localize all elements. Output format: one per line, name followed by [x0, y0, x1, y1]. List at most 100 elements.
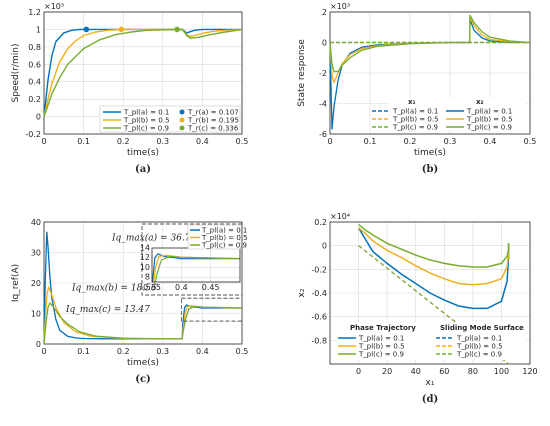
panel-d-legend-label: T_pl(b) = 0.5 [358, 343, 405, 351]
panel-c-legend-label: T_pl(a) = 0.1 [201, 227, 247, 235]
panel-c-inset-xtick-label: 0.4 [175, 283, 188, 292]
panel-a-legend-box [99, 105, 241, 133]
panel-b-legend-header-x1: x₁ [408, 98, 416, 106]
panel-a-axes-frame [43, 11, 243, 135]
panel-c-inset-ytick-label: 8 [145, 273, 150, 282]
panel-b-axis-exponent: ×10³ [330, 2, 350, 11]
panel-d-x-axis-label: x₁ [426, 378, 435, 388]
panel-d-ytick-label: -0.4 [311, 289, 327, 298]
panel-a-legend-label: T_pl(b) = 0.5 [123, 117, 170, 125]
panel-c-inset-xtick-label: 0.45 [202, 283, 220, 292]
panel-d-legend-header-sliding: Sliding Mode Surface [440, 324, 524, 332]
panel-b-xtick-label: 0 [327, 137, 332, 146]
panel-d-legend-label: T_pl(a) = 0.1 [358, 335, 404, 343]
panel-a-caption: (a) [135, 164, 151, 175]
panel-a-xtick-label: 0.5 [236, 137, 249, 146]
panel-d-axis-exponent: ×10⁴ [330, 212, 350, 221]
panel-c-y-axis-label: Iq_ref(A) [11, 264, 21, 302]
panel-c-ytick-label: 30 [31, 249, 41, 258]
panel-d-xtick-label: 120 [522, 367, 537, 376]
panel-a-rise-marker-a [83, 26, 90, 33]
panel-a-legend-marker [179, 109, 185, 115]
panel-b-legend-label: T_pl(a) = 0.1 [392, 108, 438, 116]
panel-b-caption: (b) [422, 164, 438, 175]
panel-d-sliding-surface-c [358, 245, 509, 365]
panel-a-xtick-label: 0.1 [77, 137, 90, 146]
panel-c-x-axis-label: time(s) [127, 358, 159, 368]
panel-c-inset-plot-area [152, 248, 240, 282]
panel-a-y-axis-label: Speed(r/min) [11, 44, 21, 103]
panel-d-caption: (d) [422, 394, 438, 405]
panel-b-state-response-chart: 0 0.1 0.2 0.3 0.4 0.5 -6 -4 -2 0 2 time(s) State res… [297, 2, 536, 175]
panel-c-series-line-c [43, 301, 243, 345]
panel-d-trajectory-b [358, 227, 510, 286]
panel-b-y-axis-label: State response [297, 39, 307, 107]
panel-a-ytick-label: 0 [36, 113, 41, 122]
panel-b-x-axis-label: time(s) [414, 148, 446, 158]
panel-c-inset-ytick-label: 12 [140, 253, 150, 262]
panel-a-legend-marker [179, 125, 185, 131]
panel-c-caption: (c) [135, 374, 151, 385]
panel-c-annotation-a: Iq_max(a) = 36.78 [111, 232, 196, 243]
panel-c-xtick-label: 0.1 [77, 347, 90, 356]
panel-b-legend-label: T_pl(c) = 0.9 [392, 124, 438, 132]
panel-b-ytick-label: -6 [319, 130, 327, 139]
panel-d-xtick-label: 80 [468, 367, 478, 376]
panel-c-ytick-label: 10 [31, 310, 41, 319]
panel-d-xtick-label: 40 [411, 367, 421, 376]
panel-a-ytick-label: -0.2 [25, 130, 41, 139]
panel-a-ytick-label: 1.2 [28, 8, 41, 17]
panel-b-legend-label: T_pl(a) = 0.1 [466, 108, 512, 116]
panel-b-x2-line-c [329, 14, 531, 73]
panel-a-speed-chart: 0 0.1 0.2 0.3 0.4 0.5-0.200.20.40.60.811.2tim… [11, 2, 248, 175]
panel-a-series-line-c [43, 28, 243, 117]
panel-d-ytick-label: -0.6 [311, 313, 327, 322]
panel-a-ytick-label: 0.6 [28, 60, 41, 69]
panel-d-legend-header-phase: Phase Trajectory [350, 324, 416, 332]
panel-c-xtick-label: 0 [41, 347, 46, 356]
panel-c-inset-xtick-label: 0.35 [143, 283, 161, 292]
panel-a-ytick-label: 0.2 [28, 95, 41, 104]
panel-a-ytick-label: 0.8 [28, 43, 41, 52]
panel-b-axes-frame [329, 11, 531, 135]
panel-c-ytick-label: 20 [31, 279, 41, 288]
panel-b-xtick-label: 0.1 [364, 137, 377, 146]
panel-d-legend-label: T_pl(c) = 0.9 [456, 351, 502, 359]
panel-b-legend-label: T_pl(b) = 0.5 [392, 116, 439, 124]
panel-d-axes-frame [329, 221, 531, 365]
panel-c-series-line-a [43, 231, 242, 345]
panel-d-trajectory-c [358, 223, 510, 268]
panel-d-xtick-label: 60 [439, 367, 449, 376]
panel-c-ytick-label: 40 [31, 218, 41, 227]
panel-a-rise-marker-c [174, 26, 180, 33]
panel-a-legend-label: T_r(a) = 0.107 [187, 109, 239, 117]
panel-a-axis-exponent: ×10³ [44, 2, 64, 11]
panel-c-inset-border [141, 223, 243, 296]
panel-c-zoom-source-box [180, 297, 243, 322]
panel-b-legend-box [390, 98, 526, 130]
panel-a-x-axis-label: time(s) [127, 148, 159, 158]
panel-a-xtick-label: 0.3 [156, 137, 169, 146]
panel-d-legend-label: T_pl(b) = 0.5 [456, 343, 503, 351]
panel-b-xtick-label: 0.2 [404, 137, 417, 146]
panel-a-ytick-label: 1 [36, 25, 41, 34]
panel-a-xtick-label: 0 [41, 137, 46, 146]
panel-b-xtick-label: 0.3 [444, 137, 457, 146]
panel-b-ytick-label: -2 [319, 69, 327, 78]
panel-a-xtick-label: 0.2 [117, 137, 130, 146]
panel-d-trajectory-a [357, 227, 510, 310]
panel-a-rise-marker-b [118, 26, 125, 33]
panel-b-ytick-label: 2 [322, 8, 327, 17]
panel-d-ytick-label: -0.2 [311, 265, 327, 274]
panel-c-xtick-label: 0.4 [196, 347, 209, 356]
panel-d-legend-label: T_pl(c) = 0.9 [358, 351, 404, 359]
panel-b-legend-header-x2: x₂ [476, 98, 484, 106]
panel-a-legend-label: T_pl(c) = 0.9 [123, 125, 169, 133]
panel-c-inset-series-line-a [152, 253, 240, 282]
panel-d-xtick-label: 100 [494, 367, 509, 376]
panel-a-series-line-a [43, 28, 242, 117]
panel-d-y-axis-label: x₂ [297, 288, 307, 297]
panel-d-legend-label: T_pl(a) = 0.1 [456, 335, 502, 343]
panel-c-ytick-label: 0 [36, 340, 41, 349]
panel-b-ytick-label: -4 [319, 100, 327, 109]
